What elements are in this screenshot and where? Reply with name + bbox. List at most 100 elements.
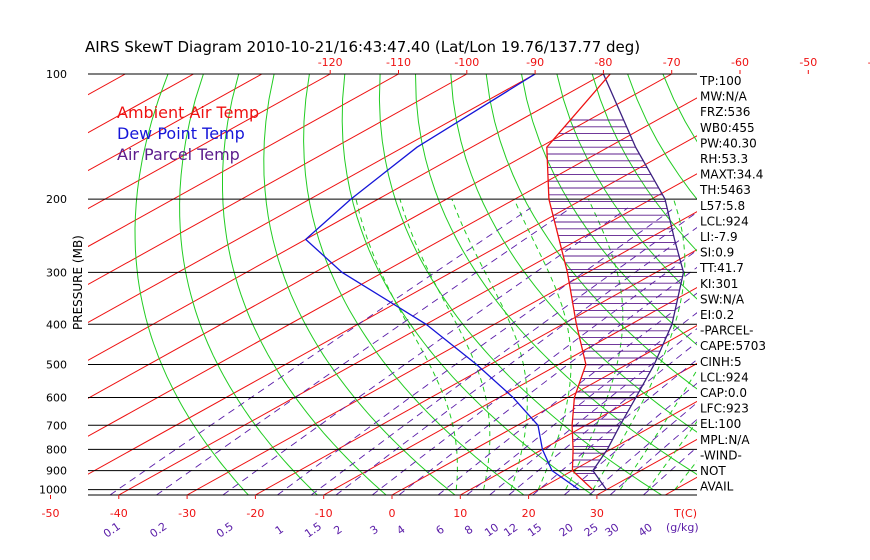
index-value: MW:N/A <box>700 90 748 104</box>
isotherm <box>88 74 672 399</box>
isotherm <box>88 74 536 323</box>
bottom-temp-label: 30 <box>590 507 604 520</box>
isotherm <box>88 74 399 248</box>
index-value: -PARCEL- <box>700 324 754 338</box>
isotherm <box>255 249 697 495</box>
mixing-ratio-label: 1.5 <box>302 520 324 541</box>
index-value: WB0:455 <box>700 121 755 135</box>
top-temp-label: -120 <box>318 56 343 69</box>
bottom-temp-label: -30 <box>178 507 196 520</box>
index-value: MPL:N/A <box>700 433 750 447</box>
mixing-ratio-label: 6 <box>433 523 446 538</box>
index-value: NOT <box>700 464 726 478</box>
isotherm <box>88 74 263 172</box>
pressure-label: 800 <box>46 443 67 456</box>
bottom-temp-label: 20 <box>522 507 536 520</box>
mixing-ratio-line <box>508 341 697 495</box>
dry-adiabat <box>134 74 249 495</box>
parcel-temp-line <box>592 74 685 491</box>
mixing-ratio-label: 10 <box>482 521 501 540</box>
legend-entry: Ambient Air Temp <box>117 103 259 122</box>
legend: Ambient Air Temp Dew Point Temp Air Parcel… <box>117 103 259 164</box>
mixing-ratio-unit-label: (g/kg) <box>666 521 699 534</box>
dry-adiabat <box>840 74 870 495</box>
mixing-ratio-line <box>609 418 697 495</box>
index-value: PW:40.30 <box>700 136 757 150</box>
mixing-ratio-label: 12 <box>501 521 520 540</box>
mixing-ratio-line <box>222 207 629 495</box>
dry-adiabat <box>222 74 387 495</box>
y-axis-title: PRESSURE (MB) <box>71 235 85 330</box>
index-value: MAXT:34.4 <box>700 168 763 182</box>
top-temp-label: -40 <box>868 56 870 69</box>
pressure-label: 700 <box>46 419 67 432</box>
dry-adiabat <box>303 74 525 495</box>
bottom-temp-label: -20 <box>246 507 264 520</box>
index-value: CAPE:5703 <box>700 339 766 353</box>
dry-adiabat <box>341 74 594 495</box>
isotherm <box>88 74 331 210</box>
ambient-temp-line <box>546 74 611 491</box>
pressure-label: 1000 <box>39 484 67 497</box>
mixing-ratio-line <box>398 266 697 495</box>
mixing-ratio-label: 25 <box>582 521 601 540</box>
index-value: AVAIL <box>700 480 734 494</box>
pressure-label: 100 <box>46 68 67 81</box>
index-value: EL:100 <box>700 417 741 431</box>
bottom-temp-label: -50 <box>42 507 60 520</box>
top-temp-label: -50 <box>799 56 817 69</box>
index-value: TH:5463 <box>699 183 751 197</box>
dewpoint-line <box>304 74 580 491</box>
moist-adiabat <box>592 198 686 490</box>
top-temp-label: -70 <box>663 56 681 69</box>
index-value: -WIND- <box>700 448 742 462</box>
index-value: LCL:924 <box>700 370 749 384</box>
chart-title: AIRS SkewT Diagram 2010-10-21/16:43:47.4… <box>85 38 640 56</box>
isotherm <box>460 362 697 495</box>
top-temp-label: -80 <box>594 56 612 69</box>
pressure-label: 200 <box>46 193 67 206</box>
mixing-ratio-label: 20 <box>557 521 576 540</box>
legend-entry: Air Parcel Temp <box>117 145 240 164</box>
mixing-ratio-line <box>109 207 531 495</box>
dry-adiabat <box>556 74 697 300</box>
index-value: SI:0.9 <box>700 246 734 260</box>
dry-adiabat <box>450 74 697 433</box>
index-value: L57:5.8 <box>700 199 745 213</box>
index-value: EI:0.2 <box>700 308 734 322</box>
mixing-ratio-label: 30 <box>603 521 622 540</box>
y-axis-title-group: PRESSURE (MB) <box>71 235 85 330</box>
mixing-ratio-label: 1 <box>273 523 286 538</box>
bottom-temp-label: 0 <box>389 507 396 520</box>
mixing-ratio-label: 3 <box>368 523 381 538</box>
dry-adiabat <box>378 74 662 495</box>
bottom-temp-label: -40 <box>110 507 128 520</box>
index-value: SW:N/A <box>700 292 745 306</box>
pressure-label: 900 <box>46 465 67 478</box>
dry-adiabat <box>662 74 697 143</box>
index-value: LCL:924 <box>700 214 749 228</box>
isotherm <box>88 74 468 286</box>
mixing-ratio-line <box>489 328 697 495</box>
index-value: CINH:5 <box>700 355 742 369</box>
cape-hatching <box>546 119 683 481</box>
mixing-ratio-label: 0.2 <box>148 520 170 541</box>
bottom-temp-label: -10 <box>315 507 333 520</box>
top-temp-label: -100 <box>454 56 479 69</box>
mixing-ratio-label: 0.1 <box>101 520 123 541</box>
moist-adiabat <box>399 198 491 490</box>
top-temp-label: -60 <box>731 56 749 69</box>
dry-adiabat <box>769 74 870 495</box>
index-value: TP:100 <box>699 74 742 88</box>
dry-adiabat <box>804 74 870 495</box>
dry-adiabat <box>521 74 697 346</box>
index-value: FRZ:536 <box>700 105 750 119</box>
sounding-curves <box>304 74 685 491</box>
isotherm <box>186 211 697 495</box>
index-value: TT:41.7 <box>699 261 744 275</box>
mixing-ratio-line <box>156 207 572 495</box>
mixing-ratio-line <box>310 211 697 495</box>
pressure-label: 400 <box>46 318 67 331</box>
isotherm <box>802 74 870 495</box>
